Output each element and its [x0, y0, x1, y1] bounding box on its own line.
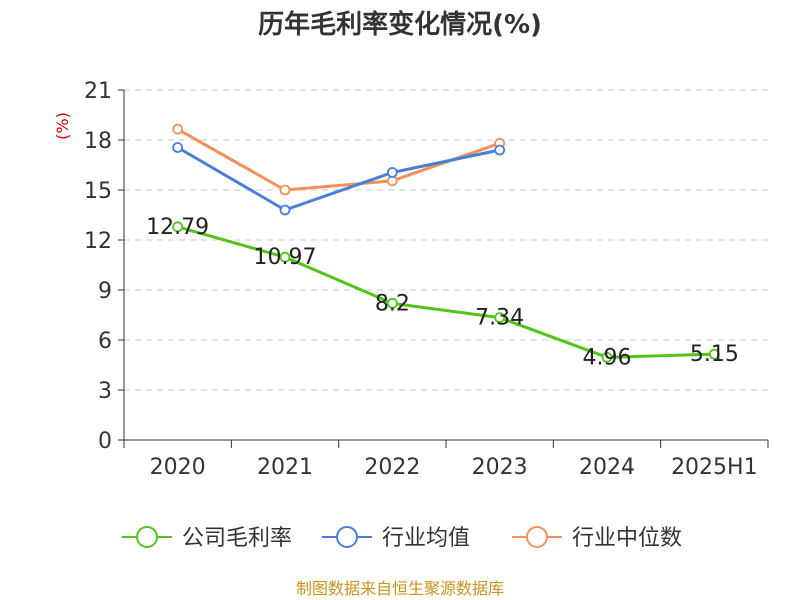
series-line-0 — [177, 225, 715, 359]
series-1-point-2021 — [279, 204, 291, 216]
y-tick-label-18: 18 — [84, 129, 112, 154]
grid-lines — [124, 89, 768, 391]
series-0-point-2022 — [386, 297, 398, 309]
y-tick-label-6: 6 — [98, 329, 112, 354]
y-axis-unit-label: (%) — [53, 112, 72, 140]
chart-title: 历年毛利率变化情况(%) — [258, 9, 542, 40]
data-label-2021: 10.97 — [254, 245, 317, 270]
data-label-2023: 7.34 — [475, 306, 524, 331]
series-1-point-2023 — [494, 144, 506, 156]
y-tick-label-12: 12 — [84, 229, 112, 254]
series-1-point-2022 — [386, 167, 398, 178]
series-1-point-2020 — [172, 142, 184, 153]
series-0-point-2023 — [494, 312, 506, 324]
series-2-point-2021 — [279, 184, 291, 196]
series-0-point-2021 — [279, 251, 291, 263]
axes: 0 3 6 9 12 15 18 21 2020 2021 2022 2023 2024 2025H1 — [84, 79, 769, 480]
data-label-2020: 12.79 — [146, 215, 209, 240]
y-tick-label-21: 21 — [84, 79, 112, 104]
legend-marker-2 — [526, 526, 548, 548]
x-tick-label-2021: 2021 — [257, 455, 313, 480]
series-2-point-2020 — [172, 123, 184, 135]
x-tick-label-2025H1: 2025H1 — [671, 455, 758, 480]
legend-marker-0 — [136, 526, 158, 548]
y-tick-label-3: 3 — [98, 379, 112, 404]
data-label-2022: 8.2 — [375, 291, 410, 316]
data-label-2024: 4.96 — [583, 345, 632, 370]
x-tick-label-2023: 2023 — [472, 455, 528, 480]
x-tick-label-2022: 2022 — [364, 455, 420, 480]
legend-label-1: 行业均值 — [382, 526, 470, 551]
x-tick-label-2020: 2020 — [150, 455, 206, 480]
series-0-point-2020 — [172, 221, 184, 233]
data-labels: 12.79 10.97 8.2 7.34 4.96 5.15 — [146, 215, 739, 371]
y-tick-label-0: 0 — [98, 429, 112, 454]
legend: 公司毛利率 行业均值 行业中位数 — [122, 526, 682, 551]
source-note: 制图数据来自恒生聚源数据库 — [296, 579, 504, 598]
x-tick-label-2024: 2024 — [579, 455, 635, 480]
legend-label-2: 行业中位数 — [572, 526, 682, 551]
series-group — [172, 123, 720, 363]
legend-label-0: 公司毛利率 — [182, 526, 292, 551]
series-0-point-2024 — [601, 351, 613, 363]
series-0-point-2025H1 — [708, 348, 720, 360]
legend-marker-1 — [336, 526, 358, 548]
data-label-2025H1: 5.15 — [690, 342, 739, 367]
series-line-1 — [176, 146, 500, 212]
y-tick-label-9: 9 — [98, 279, 112, 304]
y-tick-label-15: 15 — [84, 179, 112, 204]
